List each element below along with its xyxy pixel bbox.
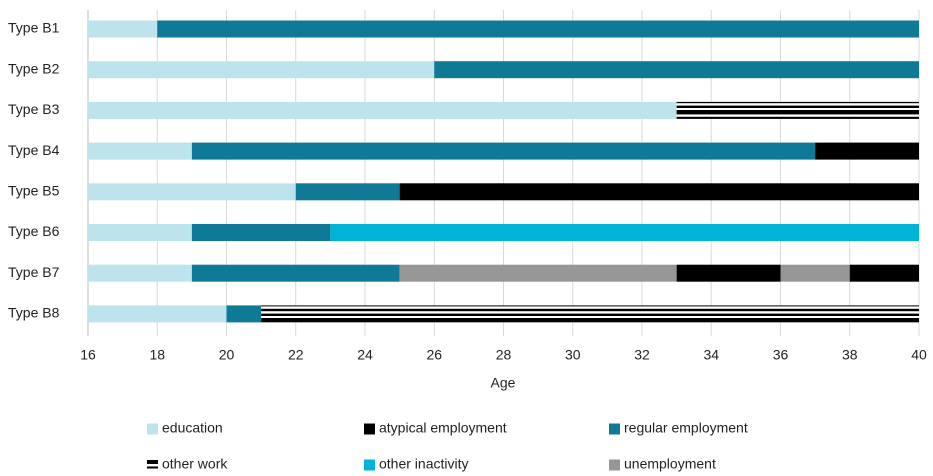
legend-label: education	[162, 420, 223, 436]
segment	[226, 305, 262, 323]
x-tick-label: 36	[773, 347, 789, 363]
x-tick-label: 34	[703, 347, 719, 363]
segment	[88, 224, 192, 241]
legend-swatch	[147, 423, 158, 435]
x-tick-label: 38	[842, 347, 858, 363]
x-tick-label: 40	[911, 347, 927, 363]
segment	[191, 224, 331, 241]
row-label: Type B6	[8, 223, 60, 239]
segment	[88, 305, 227, 323]
segment	[88, 20, 158, 38]
legend-swatch	[364, 459, 375, 471]
x-tick-label: 30	[565, 347, 581, 363]
segment	[399, 264, 677, 282]
segment	[88, 101, 677, 119]
segment	[676, 101, 919, 119]
x-tick-label: 24	[357, 347, 373, 363]
segment	[191, 142, 816, 160]
x-tick-label: 26	[426, 347, 442, 363]
segment	[434, 61, 919, 79]
legend-label: other inactivity	[379, 456, 468, 472]
segment	[295, 183, 400, 201]
x-tick-label: 16	[80, 347, 96, 363]
x-tick-label: 20	[219, 347, 235, 363]
segment	[676, 264, 781, 282]
segment	[815, 142, 919, 160]
x-tick-label: 32	[634, 347, 650, 363]
row-label: Type B5	[8, 183, 60, 199]
x-tick-label: 28	[496, 347, 512, 363]
segment	[191, 264, 400, 282]
row-label: Type B4	[8, 142, 60, 158]
row-label: Type B7	[8, 264, 60, 280]
x-tick-label: 18	[149, 347, 165, 363]
row-label: Type B1	[8, 20, 60, 36]
legend-swatch	[147, 459, 158, 471]
segment	[849, 264, 919, 282]
row-label: Type B3	[8, 101, 60, 117]
segment	[88, 264, 192, 282]
legend-label: regular employment	[624, 420, 748, 436]
segment	[88, 183, 296, 201]
legend-label: other work	[162, 456, 228, 472]
row-label: Type B8	[8, 305, 60, 321]
segment	[261, 305, 919, 323]
segment	[88, 142, 192, 160]
segment	[399, 183, 919, 201]
legend-label: atypical employment	[379, 420, 507, 436]
legend-swatch	[364, 423, 375, 435]
segment	[157, 20, 919, 38]
segment	[780, 264, 850, 282]
segment	[88, 61, 435, 79]
legend-swatch	[609, 459, 620, 471]
x-axis-label: Age	[491, 375, 516, 391]
row-label: Type B2	[8, 60, 60, 76]
legend-label: unemployment	[624, 456, 716, 472]
x-tick-label: 22	[288, 347, 304, 363]
legend-swatch	[609, 423, 620, 435]
segment	[330, 224, 919, 241]
